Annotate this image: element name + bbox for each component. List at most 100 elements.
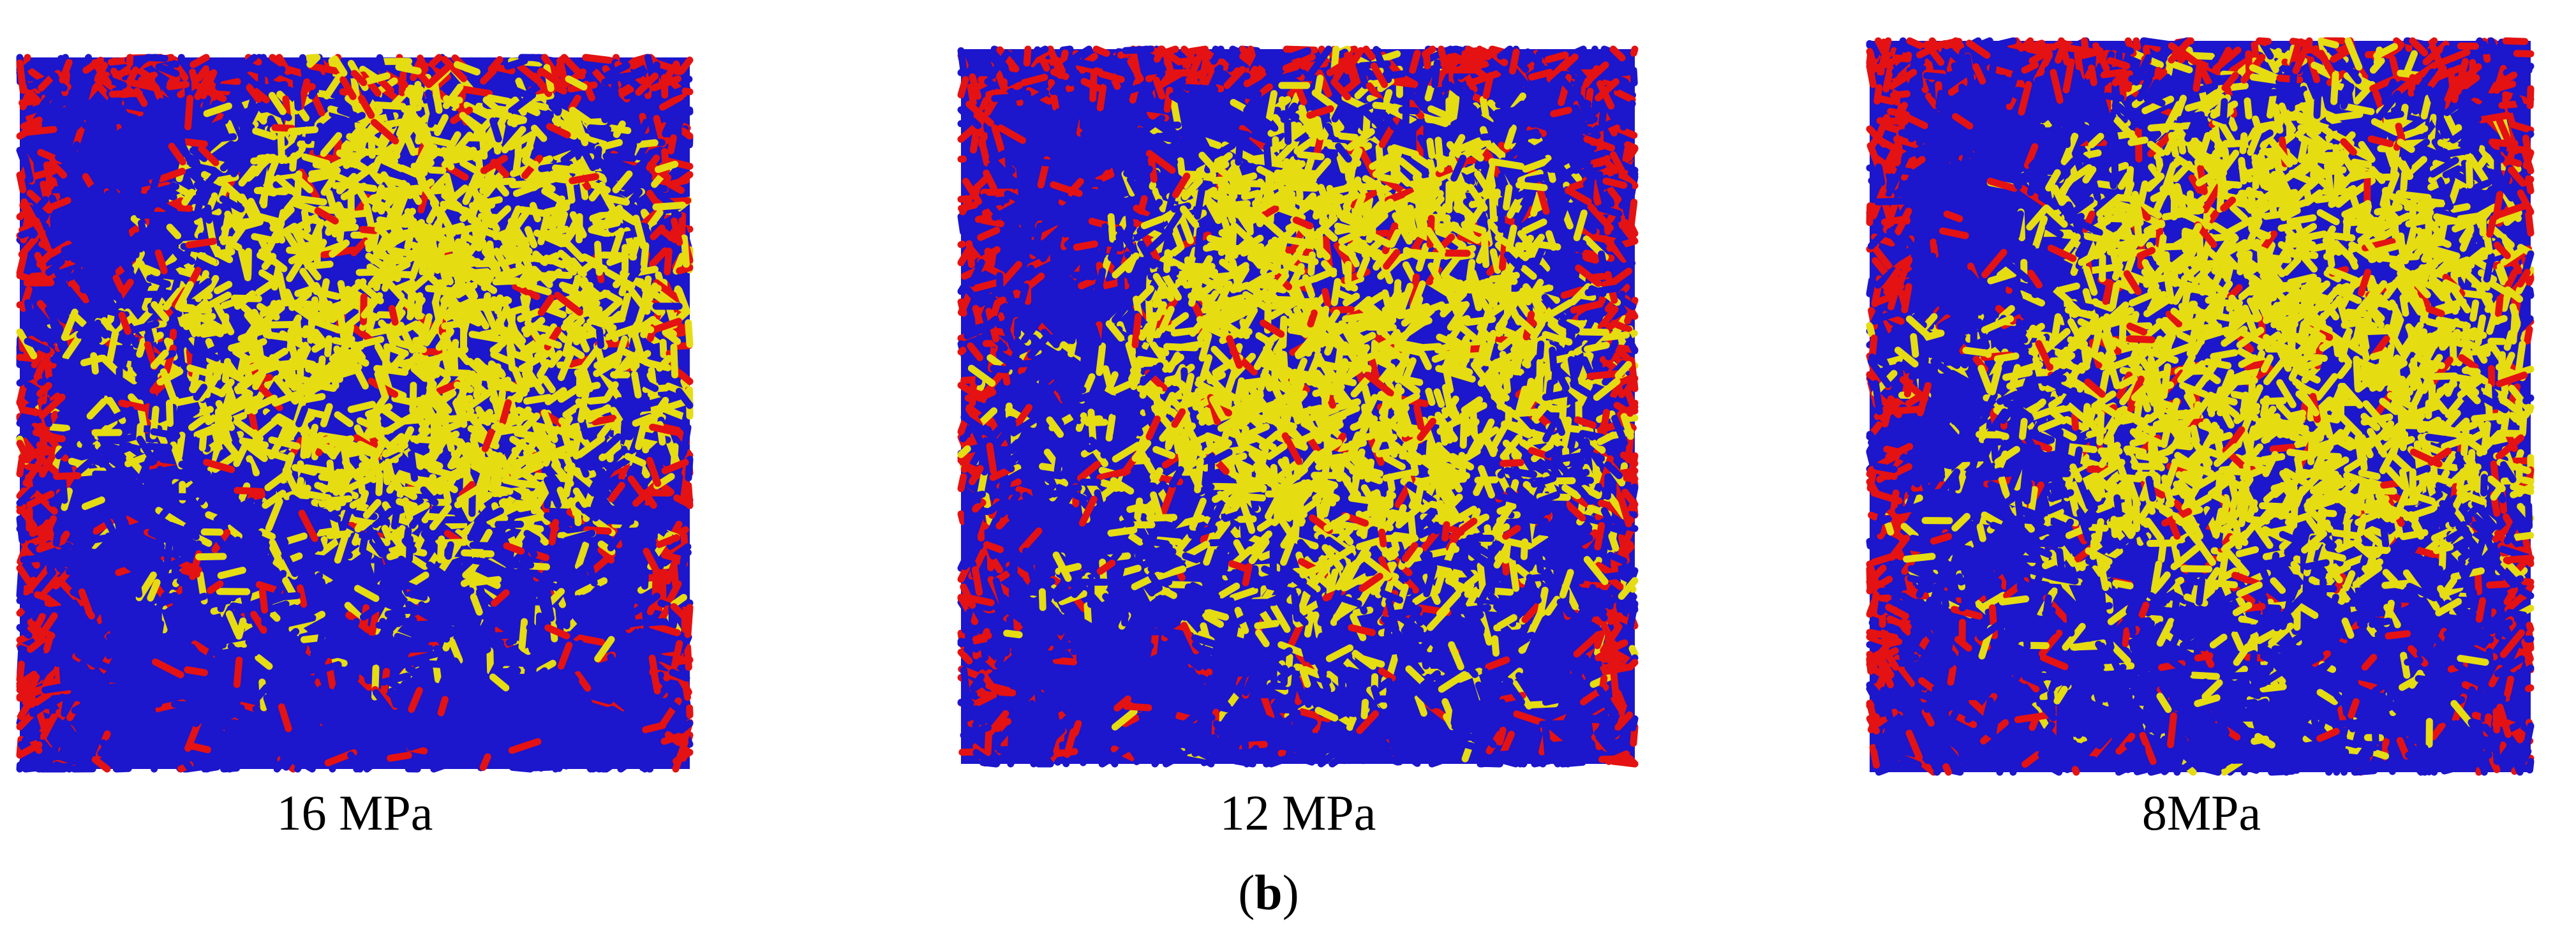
bond-segment (419, 256, 428, 276)
bond-segment (1180, 45, 1195, 59)
bond-segment (586, 396, 609, 405)
bond-segment (323, 650, 346, 659)
bond-segment (195, 313, 216, 322)
bond-segment (188, 416, 206, 431)
bond-segment (509, 763, 534, 773)
bond-segment (641, 285, 662, 294)
bond-segment (641, 631, 661, 639)
bond-segment (436, 611, 452, 636)
bond-segment (320, 176, 336, 196)
bond-segment (329, 435, 355, 447)
bond-segment (61, 599, 69, 622)
bond-segment (614, 162, 648, 175)
bond-segment (491, 383, 526, 392)
bond-segment (233, 656, 243, 689)
bond-segment (387, 246, 415, 258)
bond-segment (53, 472, 82, 481)
bond-segment (137, 663, 158, 674)
bond-segment (296, 354, 304, 378)
bond-segment (502, 476, 528, 488)
bond-segment (83, 54, 93, 65)
bond-segment (251, 621, 260, 657)
bond-segment (596, 327, 605, 349)
bond-segment (170, 324, 193, 350)
bond-segment (53, 752, 72, 762)
bond-segment (447, 701, 459, 724)
bond-segment (16, 608, 26, 617)
bond-segment (516, 237, 530, 257)
bond-segment (136, 337, 147, 358)
bond-segment (379, 154, 398, 165)
bond-segment (48, 278, 67, 298)
bond-segment (681, 87, 694, 96)
bond-segment (433, 664, 442, 683)
bond-segment (637, 139, 659, 148)
bond-segment (597, 101, 609, 124)
bond-segment (602, 153, 637, 162)
bond-segment (220, 752, 239, 770)
bond-segment (591, 414, 617, 426)
bond-segment (543, 713, 554, 735)
bond-segment (503, 253, 528, 266)
bond-segment (479, 753, 491, 771)
bond-segment (342, 667, 352, 686)
bond-segment (1353, 731, 1378, 740)
bond-segment (112, 274, 126, 294)
bond-segment (407, 590, 428, 601)
bond-segment (114, 661, 142, 675)
bond-segment (304, 380, 338, 392)
bond-segment (292, 77, 302, 111)
bond-segment (276, 271, 289, 307)
bond-segment (20, 555, 41, 564)
bond-segment (560, 54, 586, 80)
bond-segment (506, 344, 516, 372)
bond-segment (61, 697, 70, 717)
bond-segment (523, 394, 553, 405)
bond-segment (55, 212, 75, 223)
bond-segment (373, 718, 384, 742)
bond-segment (40, 331, 68, 342)
bond-segment (294, 170, 302, 207)
bond-segment (16, 146, 29, 168)
bond-segment (492, 277, 521, 286)
bond-segment (82, 213, 94, 249)
bond-segment (131, 626, 158, 636)
bond-segment (322, 715, 350, 727)
bond-segment (265, 157, 280, 181)
bond-segment (542, 304, 567, 318)
bond-segment (142, 264, 161, 276)
bond-segment (509, 180, 535, 189)
bond-segment (563, 239, 586, 262)
bond-segment (486, 108, 513, 120)
bond-segment (202, 291, 232, 311)
bond-segment (486, 647, 495, 675)
bond-segment (592, 218, 614, 228)
bond-segment (220, 61, 241, 70)
bond-segment (324, 335, 333, 357)
bond-segment (292, 464, 318, 476)
bond-segment (135, 211, 168, 220)
bond-segment (607, 653, 617, 680)
bond-segment (376, 54, 387, 75)
bond-segment (16, 171, 27, 193)
bond-segment (672, 749, 694, 765)
bond-segment (576, 213, 583, 244)
bond-segment (287, 126, 319, 135)
bond-segment (284, 532, 308, 545)
bond-segment (108, 89, 143, 98)
bond-segment (957, 213, 967, 235)
bond-segment (97, 377, 120, 389)
bond-segment (632, 325, 655, 334)
bond-segment (373, 364, 409, 376)
bond-segment (193, 633, 220, 646)
bond-segment (568, 710, 587, 724)
bond-segment (336, 685, 366, 696)
bond-segment (73, 574, 100, 586)
bond-segment (544, 387, 567, 406)
bond-segment (384, 458, 394, 478)
bond-segment (376, 123, 397, 155)
bond-segment (382, 563, 406, 572)
bond-segment (365, 72, 391, 85)
bond-segment (163, 532, 174, 567)
